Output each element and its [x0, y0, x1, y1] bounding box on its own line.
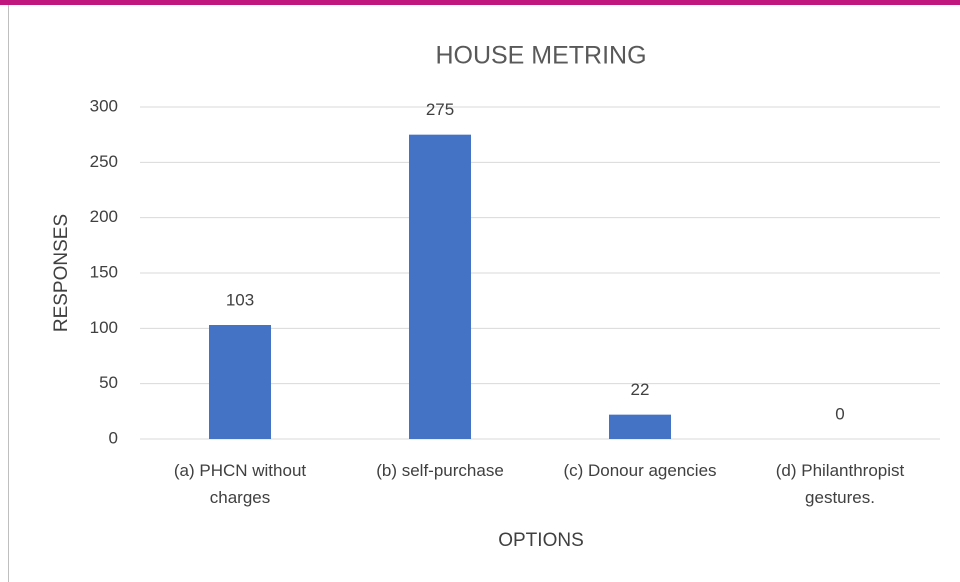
top-border	[0, 0, 960, 5]
y-axis-label: RESPONSES	[51, 214, 72, 332]
y-tick-label: 250	[90, 152, 118, 171]
chart-title: HOUSE METRING	[435, 42, 646, 70]
x-axis-label: OPTIONS	[498, 530, 584, 551]
y-tick-label: 200	[90, 207, 118, 226]
y-tick-label: 100	[90, 318, 118, 337]
data-label: 275	[426, 100, 454, 119]
y-tick-label: 150	[90, 262, 118, 281]
data-label: 22	[631, 380, 650, 399]
bar	[209, 325, 271, 439]
bar	[609, 414, 671, 439]
y-tick-label: 0	[109, 428, 118, 447]
x-tick-label: (d) Philanthropist gestures.	[775, 461, 905, 507]
x-tick-label: (a) PHCN without charges	[173, 461, 307, 507]
y-tick-label: 300	[90, 96, 118, 115]
data-label: 0	[835, 404, 844, 423]
y-tick-label: 50	[99, 373, 118, 392]
data-label: 103	[226, 290, 254, 309]
x-tick-label: (b) self-purchase	[376, 461, 504, 480]
bar	[409, 134, 471, 439]
x-tick-label: (c) Donour agencies	[563, 461, 717, 480]
